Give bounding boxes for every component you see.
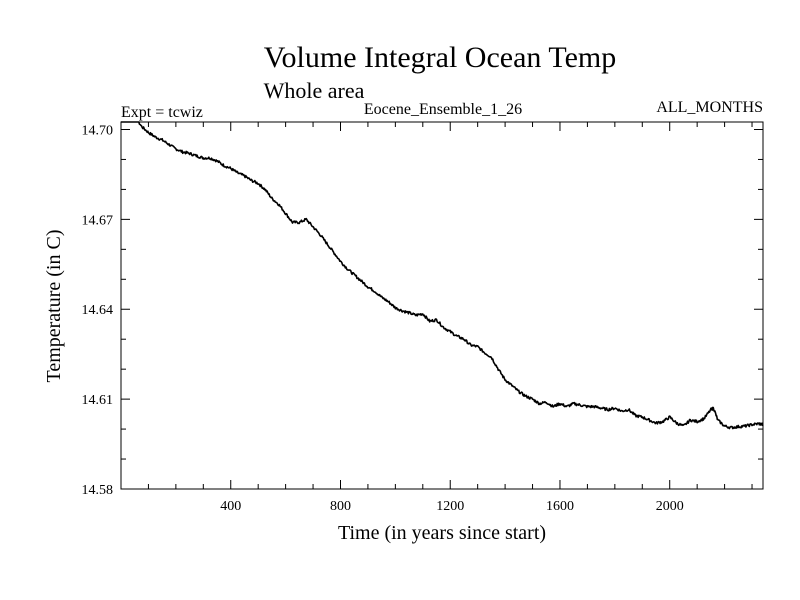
x-tick-label: 800 <box>330 499 351 514</box>
chart-subtitle: Whole area <box>264 78 365 103</box>
x-tick-label: 1200 <box>436 499 464 514</box>
y-tick-label: 14.61 <box>82 393 114 408</box>
y-tick-label: 14.64 <box>82 303 114 318</box>
y-tick-label: 14.70 <box>82 123 114 138</box>
months-label: ALL_MONTHS <box>656 99 763 116</box>
x-axis-ticks <box>147 122 753 489</box>
x-axis-label: Time (in years since start) <box>338 522 546 544</box>
x-tick-label: 400 <box>220 499 241 514</box>
y-tick-label: 14.58 <box>82 483 114 498</box>
y-tick-label: 14.67 <box>82 213 114 228</box>
ensemble-label: Eocene_Ensemble_1_26 <box>364 101 522 118</box>
y-axis-ticks <box>121 128 763 490</box>
temperature-series-line <box>120 121 764 430</box>
chart-title: Volume Integral Ocean Temp <box>264 41 617 74</box>
x-tick-label: 1600 <box>546 499 574 514</box>
plot-frame <box>120 121 764 490</box>
expt-label: Expt = tcwiz <box>121 104 203 121</box>
y-axis-label: Temperature (in C) <box>43 230 65 383</box>
y-axis-tick-labels: 14.58 14.61 14.64 14.67 14.70 <box>82 123 114 498</box>
x-axis-tick-labels: 400 800 1200 1600 2000 <box>220 499 683 514</box>
x-tick-label: 2000 <box>656 499 684 514</box>
